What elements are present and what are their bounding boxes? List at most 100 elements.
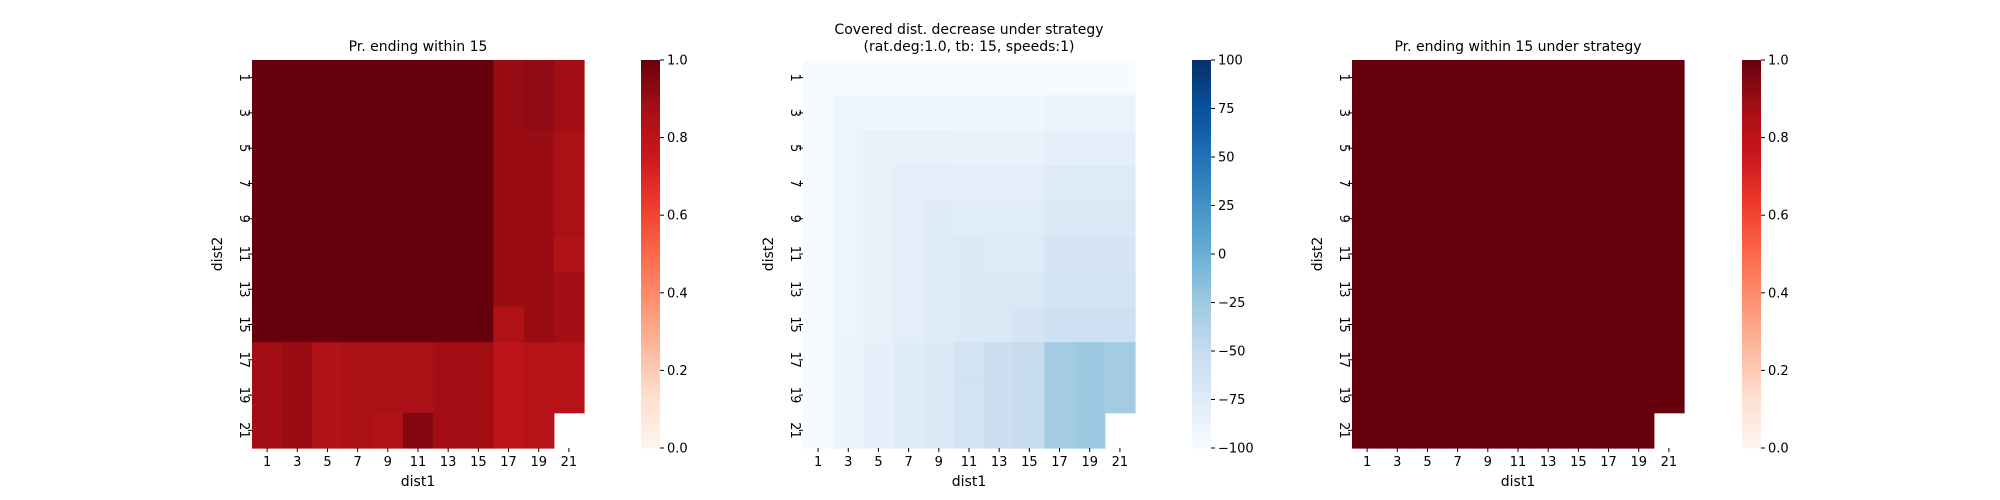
colorbar-segment [1742,308,1761,313]
colorbar-segment [1742,241,1761,245]
heatmap-cell [312,342,344,379]
colorbar-tick-label: 75 [1218,102,1235,117]
heatmap-cell [252,342,283,379]
heatmap-cell [984,342,1015,379]
colorbar-segment [641,202,660,207]
colorbar-segment [1192,266,1211,271]
colorbar-segment [641,111,660,116]
colorbar-segment [1192,386,1211,391]
heatmap-cell [1442,201,1474,237]
colorbar-segment [1742,279,1761,284]
heatmap-cell [463,95,495,132]
colorbar-segment [1192,257,1211,262]
x-tick-label: 13 [1540,455,1557,470]
colorbar-segment [1742,195,1761,200]
heatmap-cell [833,130,864,167]
colorbar-segment [1742,89,1761,93]
colorbar-segment [1742,305,1761,310]
heatmap-cell [312,130,344,167]
colorbar-segment [641,127,660,132]
heatmap-cell [372,236,404,273]
x-tick-label: 17 [1600,455,1617,470]
colorbar-segment [1192,302,1211,307]
heatmap-cell [493,306,525,343]
heatmap-cell [833,95,864,132]
heatmap-cell [493,236,525,273]
heatmap-cell [833,271,864,308]
heatmap-cell [1442,95,1474,132]
heatmap-cell [1044,60,1076,96]
colorbar-segment [1742,247,1761,252]
colorbar-segment [1742,250,1761,255]
heatmap-cell [433,95,464,132]
heatmap-cell [493,342,525,379]
colorbar-segment [641,273,660,278]
colorbar-segment [641,363,660,368]
colorbar-segment [1192,205,1211,210]
heatmap-cell [1502,377,1534,414]
heatmap-cell [372,201,404,237]
colorbar-segment [641,263,660,268]
x-tick-label: 11 [1510,455,1527,470]
colorbar-segment [1742,205,1761,210]
heatmap-cell [342,342,374,379]
colorbar-segment [641,354,660,359]
heatmap-cell [1074,236,1106,273]
x-tick-label: 13 [991,455,1008,470]
colorbar-segment [1742,370,1761,375]
y-tick-label: 15 [236,316,251,333]
colorbar-segment [1742,254,1761,258]
colorbar-segment [641,79,660,84]
colorbar-segment [641,66,660,71]
colorbar-segment [641,173,660,177]
heatmap-cell [1593,130,1625,167]
heatmap-cell [553,271,585,308]
heatmap-cell [953,130,985,167]
chart-title: Covered dist. decrease under strategy [834,22,1103,38]
heatmap-cell [1074,412,1106,449]
heatmap-cell [312,377,344,414]
colorbar-segment [1742,435,1761,439]
colorbar-segment [1192,250,1211,255]
heatmap-cell [252,130,283,167]
y-tick-label: 15 [787,316,802,333]
colorbar-segment [641,182,660,187]
colorbar-segment [641,114,660,119]
x-tick-label: 5 [323,455,331,470]
colorbar-segment [1742,92,1761,97]
heatmap-cell [312,165,344,202]
heatmap-cell [342,377,374,414]
heatmap-cell [553,60,585,96]
x-tick-label: 15 [470,455,487,470]
colorbar-segment [1192,312,1211,317]
y-tick-label: 5 [236,144,251,152]
heatmap-cell [282,95,313,132]
heatmap-cell [1472,165,1504,202]
heatmap-cell [803,236,834,273]
colorbar-segment [1192,351,1211,355]
colorbar-segment [641,302,660,307]
colorbar-segment [1742,124,1761,129]
colorbar-segment [1742,270,1761,274]
colorbar-segment [1192,376,1211,381]
colorbar-segment [1192,150,1211,155]
heatmap-cell [1412,412,1444,449]
colorbar-segment [1742,422,1761,426]
colorbar-segment [1742,260,1761,265]
heatmap-cell [282,377,313,414]
heatmap-cell [1104,342,1136,379]
y-tick-label: 11 [236,246,251,263]
x-tick-label: 7 [904,455,912,470]
x-tick-label: 3 [844,455,852,470]
heatmap-cell [1014,60,1046,96]
heatmap-cell [1382,201,1413,237]
heatmap-cell [433,342,464,379]
heatmap-cell [1044,130,1076,167]
heatmap-cell [893,271,925,308]
y-tick-label: 1 [1336,73,1351,81]
colorbar-segment [1192,373,1211,378]
heatmap-cell [1352,377,1383,414]
colorbar-segment [641,325,660,329]
colorbar-segment [641,231,660,236]
